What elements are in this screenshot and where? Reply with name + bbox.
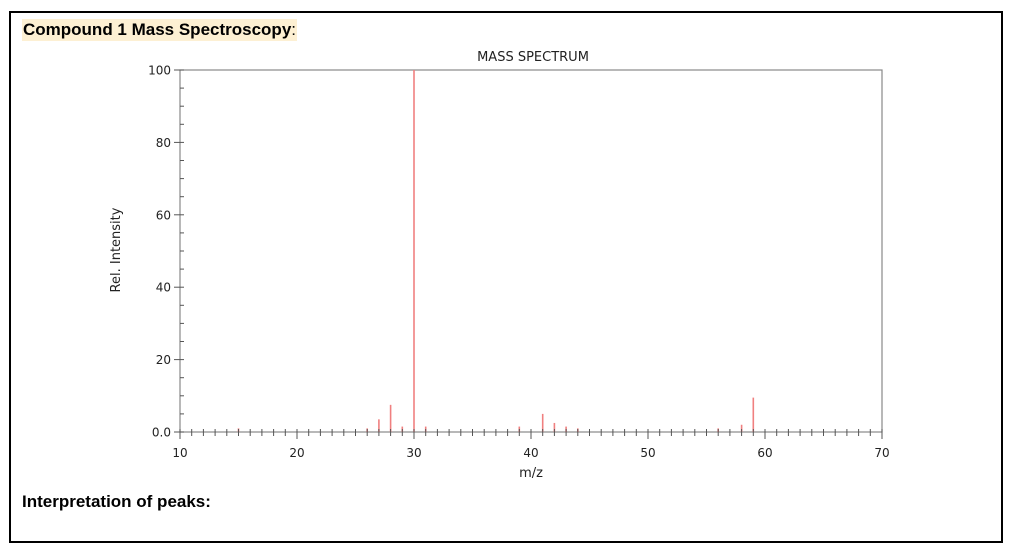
x-tick-label: 30 bbox=[406, 446, 421, 460]
interpretation-heading: Interpretation of peaks: bbox=[22, 492, 211, 511]
x-tick-label: 50 bbox=[640, 446, 655, 460]
section-heading: Compound 1 Mass Spectroscopy: bbox=[22, 19, 298, 41]
x-tick-label: 40 bbox=[523, 446, 538, 460]
document-frame bbox=[9, 11, 1003, 543]
y-tick-label: 40 bbox=[156, 281, 171, 295]
x-tick-label: 10 bbox=[172, 446, 187, 460]
y-tick-label: 0.0 bbox=[152, 426, 171, 440]
plot-border bbox=[179, 69, 883, 433]
plot-area: 0.0 20 40 60 80 100 10 20 30 40 50 60 70 bbox=[148, 64, 890, 461]
heading-text: Compound 1 Mass Spectroscopy bbox=[23, 20, 292, 39]
y-axis-label: Rel. Intensity bbox=[109, 207, 124, 292]
heading-colon: : bbox=[291, 20, 297, 39]
y-tick-label: 100 bbox=[148, 64, 171, 78]
x-axis-label: m/z bbox=[519, 466, 543, 481]
x-tick-label: 60 bbox=[757, 446, 772, 460]
y-tick-label: 80 bbox=[156, 136, 171, 150]
y-tick-label: 60 bbox=[156, 208, 171, 222]
chart-title: MASS SPECTRUM bbox=[477, 50, 589, 65]
x-tick-label: 70 bbox=[874, 446, 889, 460]
y-tick-label: 20 bbox=[156, 353, 171, 367]
x-tick-label: 20 bbox=[289, 446, 304, 460]
